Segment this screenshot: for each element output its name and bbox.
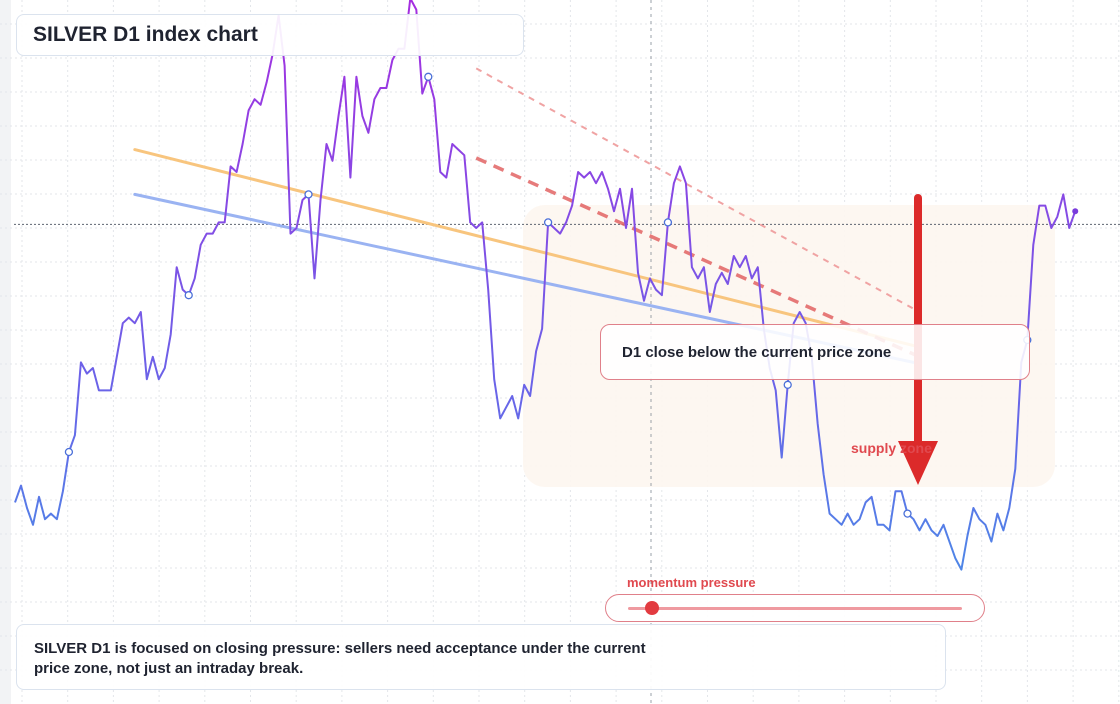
down-arrow-head-icon — [898, 441, 938, 485]
resistance-line — [475, 156, 921, 359]
price-marker — [64, 447, 74, 457]
gauge-track — [628, 607, 962, 610]
note-text: SILVER D1 is focused on closing pressure… — [34, 640, 646, 677]
price-marker — [663, 218, 673, 227]
price-marker — [424, 72, 433, 81]
callout-box: D1 close below the current price zone — [600, 324, 1030, 380]
price-marker — [783, 380, 792, 389]
last-price-dot — [1072, 208, 1079, 215]
title-box: SILVER D1 index chart — [16, 14, 524, 56]
price-marker — [304, 190, 313, 199]
upper-channel-line — [475, 67, 920, 313]
gauge-label: momentum pressure — [627, 575, 756, 590]
price-marker — [543, 218, 553, 227]
note-box: SILVER D1 is focused on closing pressure… — [16, 624, 946, 690]
orange-trendline — [133, 148, 915, 348]
callout-text: D1 close below the current price zone — [622, 343, 892, 361]
price-marker — [184, 291, 193, 300]
supply-zone-label: supply zone — [851, 440, 932, 456]
gauge-knob[interactable] — [644, 601, 659, 615]
chart-title: SILVER D1 index chart — [33, 23, 258, 46]
price-series-line — [14, 0, 1077, 571]
left-edge-band — [0, 0, 11, 704]
price-marker — [903, 509, 912, 518]
momentum-gauge[interactable] — [605, 594, 985, 622]
